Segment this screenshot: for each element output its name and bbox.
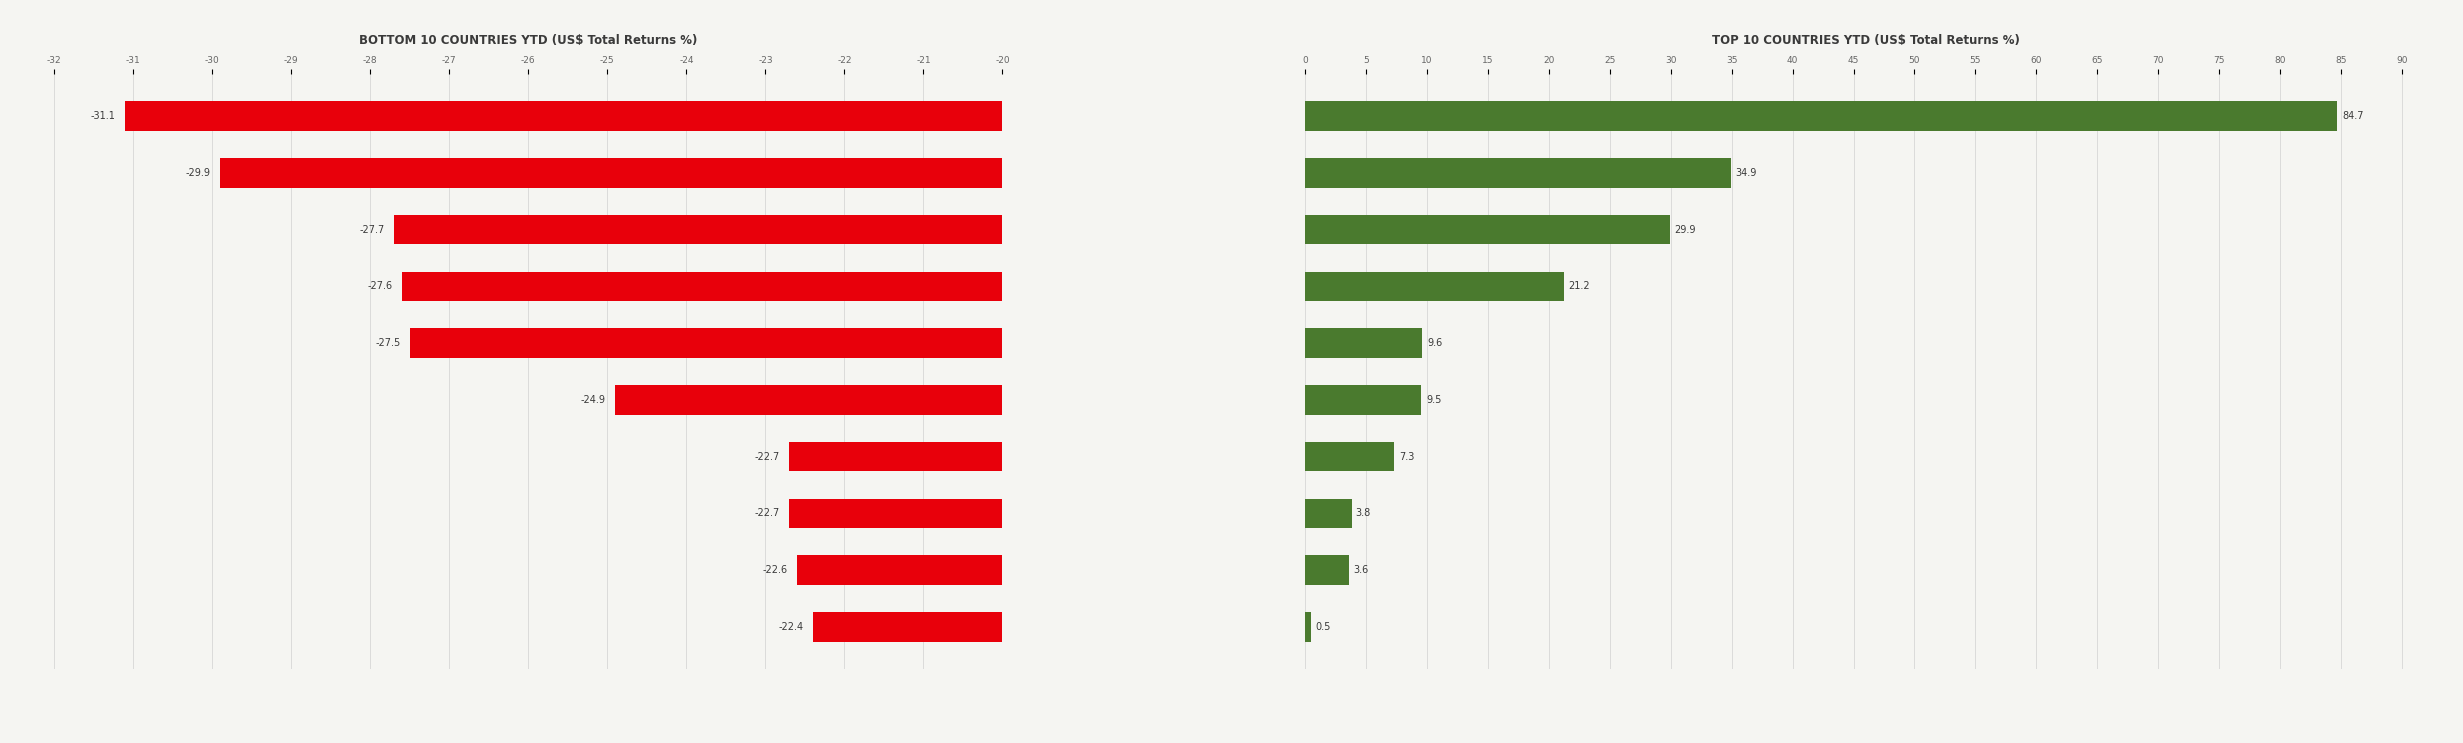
Bar [219,158,2463,187]
Text: -31.1: -31.1 [91,111,116,121]
Text: -29.9: -29.9 [185,168,212,178]
Bar [394,215,2463,244]
Bar [401,272,2463,301]
Bar [1305,101,2337,131]
Title: TOP 10 COUNTRIES YTD (US$ Total Returns %): TOP 10 COUNTRIES YTD (US$ Total Returns … [1712,34,2020,48]
Bar [788,499,2463,528]
Text: -27.5: -27.5 [374,338,401,348]
Text: 3.6: 3.6 [1352,565,1367,575]
Bar [1305,272,1564,301]
Bar [1305,612,1310,642]
Text: -27.6: -27.6 [367,282,392,291]
Text: -22.6: -22.6 [764,565,788,575]
Text: 9.6: 9.6 [1426,338,1443,348]
Text: 84.7: 84.7 [2342,111,2364,121]
Text: 21.2: 21.2 [1569,282,1591,291]
Text: -22.7: -22.7 [754,508,781,519]
Text: 0.5: 0.5 [1315,622,1330,632]
Text: 9.5: 9.5 [1426,395,1441,405]
Bar [409,328,2463,358]
Bar [788,442,2463,471]
Text: -27.7: -27.7 [360,224,384,235]
Bar [1305,328,1421,358]
Text: -24.9: -24.9 [581,395,606,405]
Bar [1305,499,1352,528]
Text: 29.9: 29.9 [1675,224,1697,235]
Bar [126,101,2463,131]
Bar [813,612,2463,642]
Bar [1305,385,1421,415]
Text: -22.7: -22.7 [754,452,781,461]
Text: 7.3: 7.3 [1399,452,1414,461]
Bar [1305,556,1350,585]
Bar [1305,215,1670,244]
Text: 3.8: 3.8 [1355,508,1369,519]
Text: 34.9: 34.9 [1736,168,1756,178]
Bar [798,556,2463,585]
Bar [616,385,2463,415]
Bar [1305,442,1394,471]
Title: BOTTOM 10 COUNTRIES YTD (US$ Total Returns %): BOTTOM 10 COUNTRIES YTD (US$ Total Retur… [360,34,697,48]
Text: -22.4: -22.4 [778,622,803,632]
Bar [1305,158,1731,187]
